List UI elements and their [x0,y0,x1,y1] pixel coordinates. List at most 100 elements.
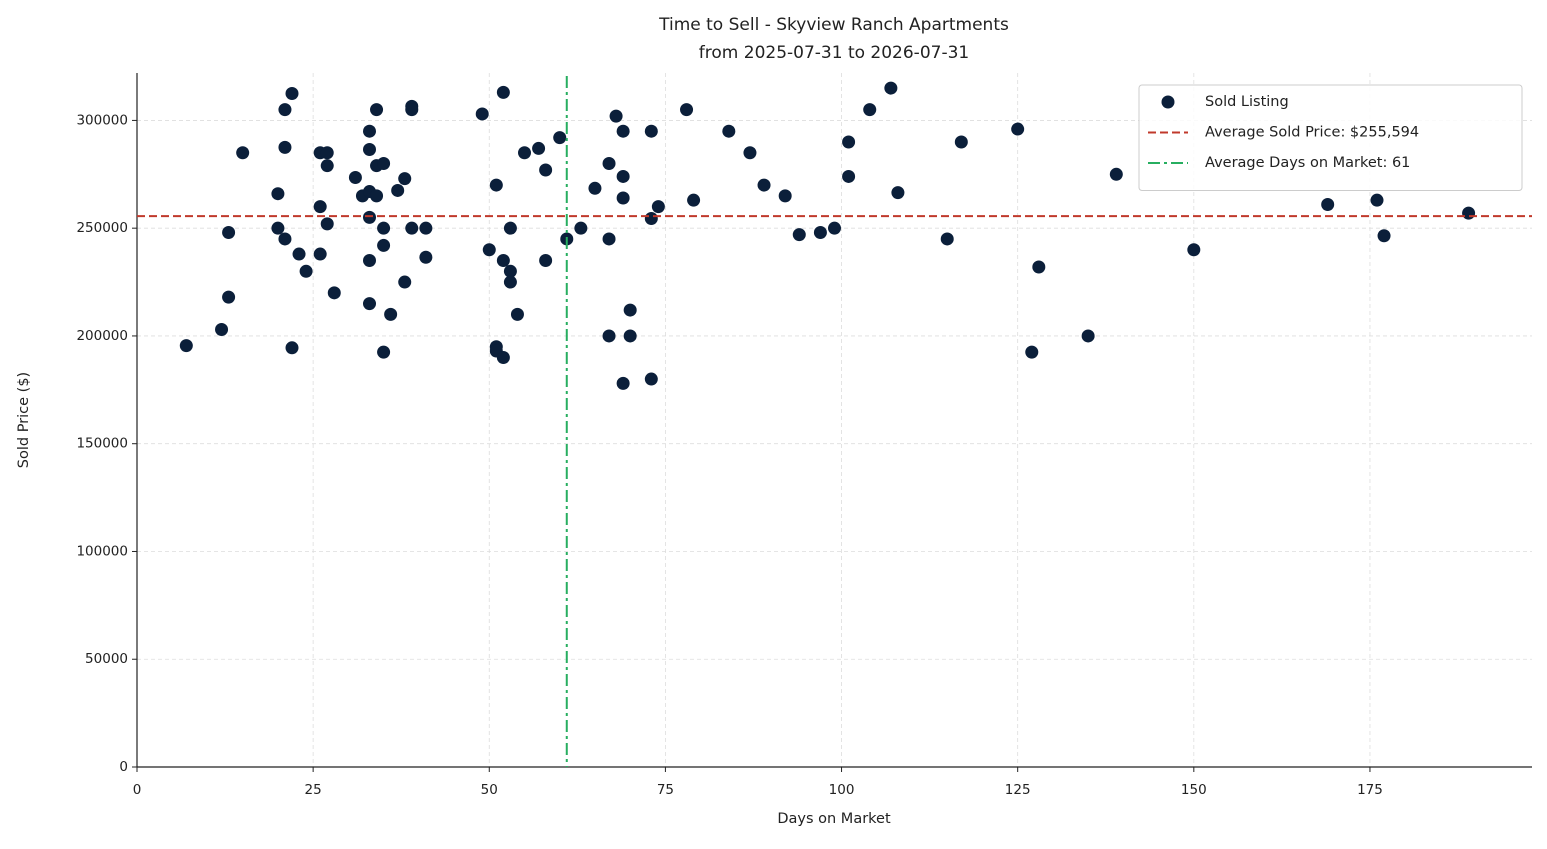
point [1187,243,1201,257]
point [757,178,771,192]
point [370,189,384,203]
point [285,341,299,355]
x-tick-label: 25 [305,782,322,798]
point [278,103,292,117]
legend-label: Sold Listing [1205,94,1289,110]
legend: Sold Listing Average Sold Price: $255,594… [1138,84,1523,191]
point [482,243,496,257]
point [236,146,250,160]
point [285,86,299,100]
x-tick-label: 75 [657,782,674,798]
point [489,178,503,192]
point [616,191,630,205]
point [644,211,658,225]
y-tick-label: 100000 [76,543,128,559]
point [363,124,376,138]
y-tick-label: 50000 [85,651,128,667]
chart-subtitle: from 2025-07-31 to 2026-07-31 [699,43,969,63]
point [828,221,841,235]
point [384,307,398,321]
point [954,135,968,149]
x-tick-label: 50 [481,782,498,798]
y-axis-label: Sold Price ($) [16,372,32,468]
point [623,303,637,317]
point [278,232,292,246]
x-tick-label: 150 [1181,782,1207,798]
x-tick-label: 125 [1005,782,1031,798]
point [644,124,658,138]
point [609,109,623,123]
point [327,286,341,300]
point [1370,193,1384,207]
point [348,171,362,185]
legend-box [1138,84,1523,191]
point [778,189,792,203]
point [215,322,229,336]
point [313,200,327,214]
point [602,157,616,171]
point [532,141,546,155]
point [1109,167,1123,181]
point [278,140,292,154]
point [377,157,391,171]
legend-label: Average Days on Market: 61 [1205,155,1410,171]
y-tick-label: 0 [119,759,128,775]
point [377,345,391,359]
point [813,225,827,239]
point [320,146,334,160]
point [179,339,193,353]
point [884,81,898,95]
point [405,221,419,235]
y-tick-label: 200000 [76,328,128,344]
point [680,103,694,117]
point [405,103,419,117]
point [863,103,877,117]
point [363,210,376,224]
point [891,186,905,200]
point [391,183,405,197]
y-tick-label: 150000 [76,436,128,452]
point [363,254,376,268]
point [370,103,384,117]
point [503,264,517,278]
point [299,264,313,278]
point [644,372,658,386]
point [687,193,701,207]
point [271,221,285,235]
point [1377,229,1391,243]
point [503,275,517,289]
point [574,221,588,235]
point [539,254,553,268]
legend-label: Average Sold Price: $255,594 [1205,125,1419,141]
point [743,146,757,160]
point [722,124,736,138]
point [651,200,665,214]
point [496,85,510,99]
point [1462,206,1476,220]
point [842,135,856,149]
point [377,238,391,252]
point [616,169,630,183]
point [496,350,510,364]
x-tick-label: 175 [1357,782,1383,798]
point [475,107,489,121]
point [510,307,524,321]
point [419,221,433,235]
point [602,329,616,343]
point [320,217,334,231]
x-tick-label: 0 [133,782,142,798]
point [842,169,856,183]
y-tick-label: 250000 [76,220,128,236]
point [518,146,531,160]
point [496,254,510,268]
point [623,329,637,343]
point [363,297,376,311]
point [398,172,412,186]
point [616,376,630,390]
point [222,225,236,239]
point [553,131,567,145]
point [792,228,806,242]
legend-marker [1161,95,1175,109]
